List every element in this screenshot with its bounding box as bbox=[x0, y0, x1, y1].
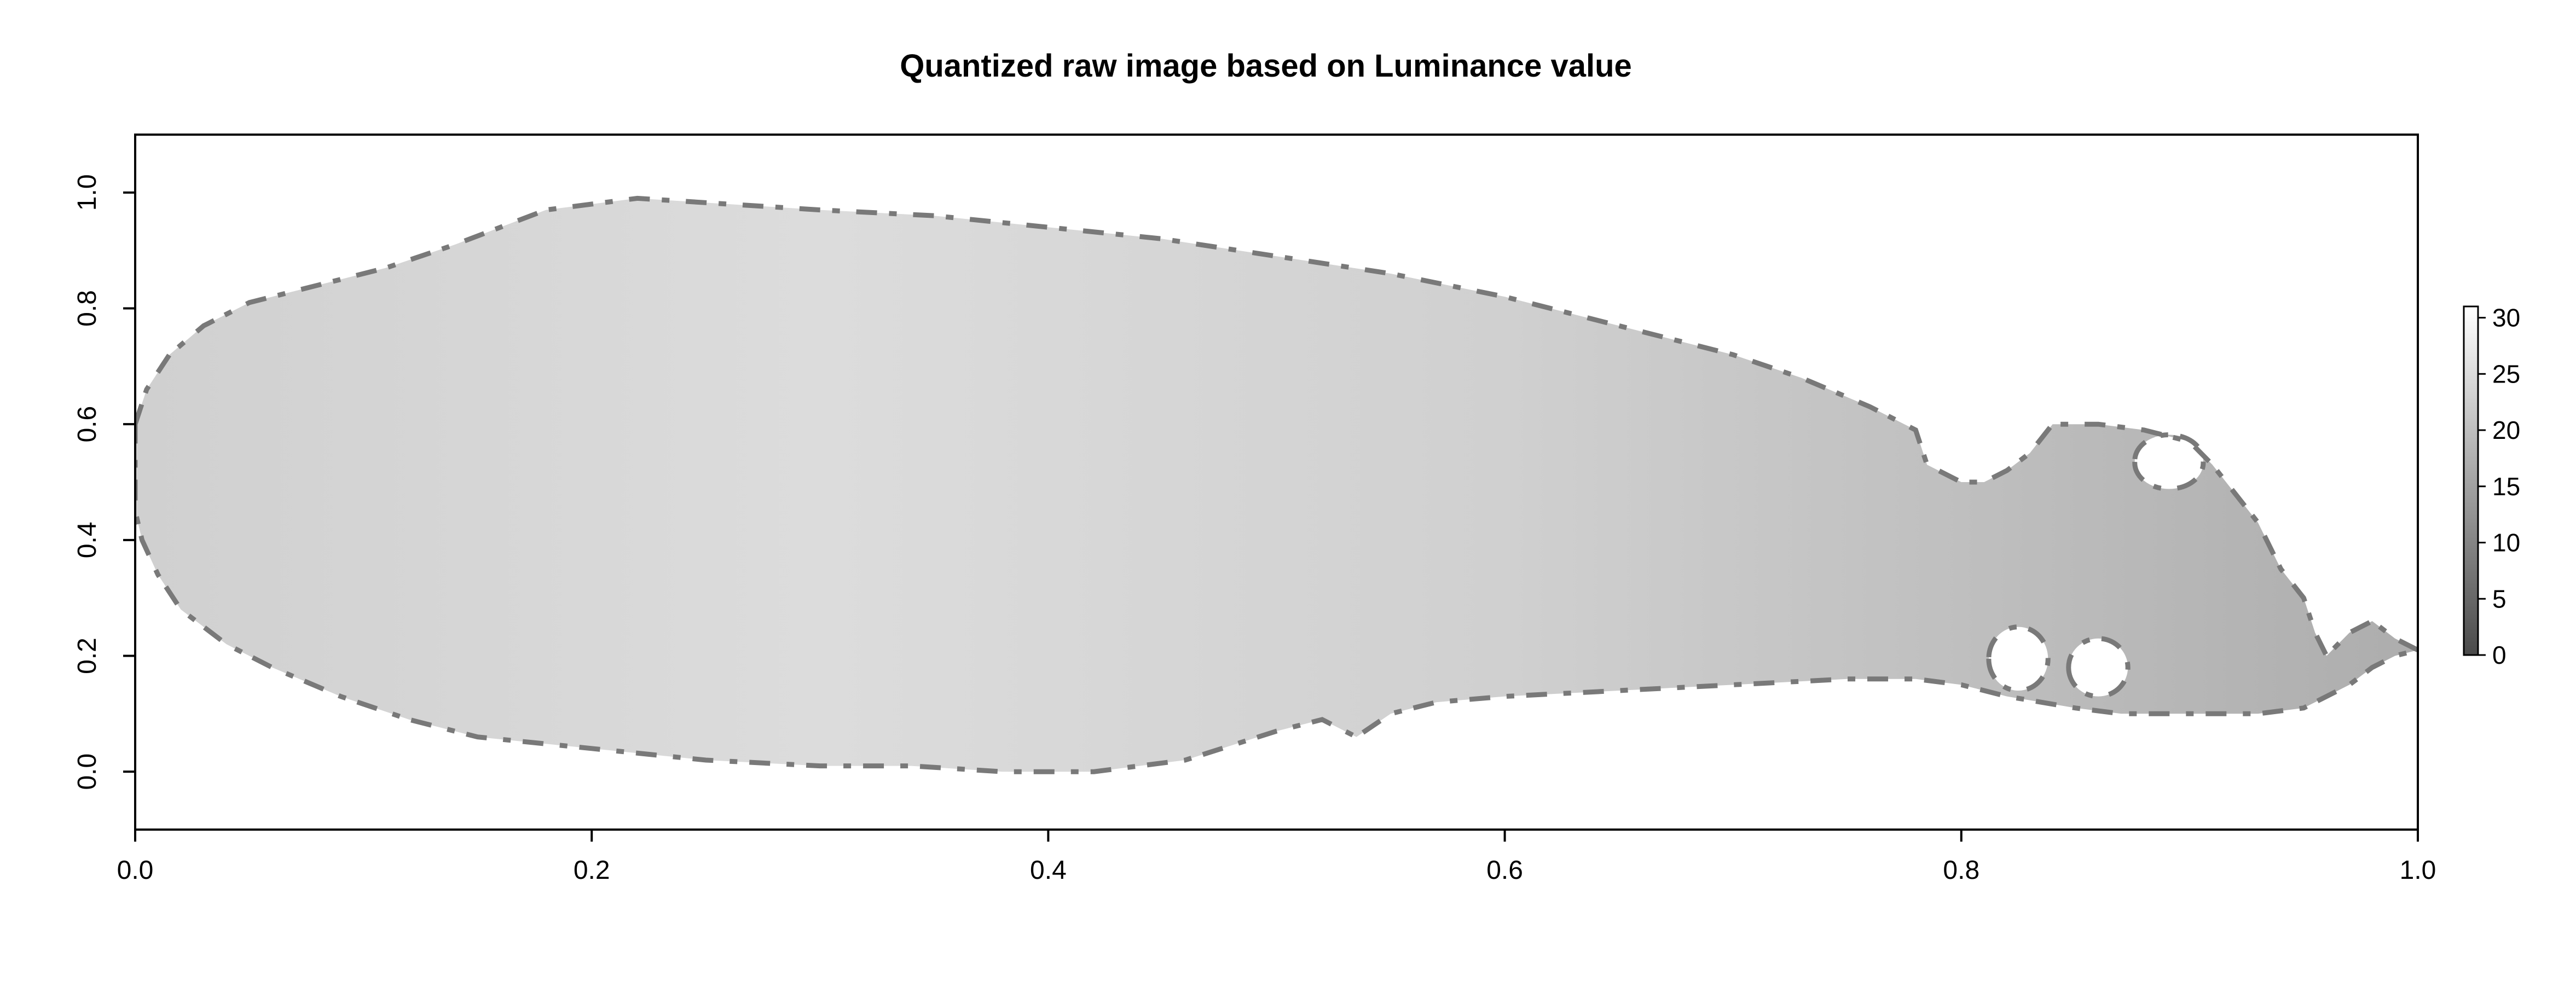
chart-title: Quantized raw image based on Luminance v… bbox=[900, 48, 1632, 84]
colorbar-tick-label: 15 bbox=[2492, 472, 2520, 501]
y-tick-label: 0.8 bbox=[73, 290, 102, 327]
y-tick-label: 0.6 bbox=[73, 406, 102, 443]
plot-frame bbox=[134, 134, 2419, 831]
x-tick-label: 0.8 bbox=[1943, 856, 1979, 885]
colorbar-tick-label: 5 bbox=[2492, 584, 2506, 613]
colorbar: 0 5 10 15 20 25 30 bbox=[2463, 304, 2520, 669]
y-tick-label: 0.0 bbox=[73, 754, 102, 790]
colorbar-ramp bbox=[2463, 305, 2479, 656]
x-tick-label: 0.4 bbox=[1030, 856, 1067, 885]
x-tick-label: 0.6 bbox=[1486, 856, 1523, 885]
y-tick-label: 1.0 bbox=[73, 174, 102, 211]
y-tick-label: 0.4 bbox=[73, 522, 102, 558]
y-axis: 0.0 0.2 0.4 0.6 0.8 1.0 bbox=[73, 174, 135, 790]
colorbar-tick-label: 10 bbox=[2492, 529, 2520, 557]
x-axis: 0.0 0.2 0.4 0.6 0.8 1.0 bbox=[117, 830, 2436, 885]
y-tick-label: 0.2 bbox=[73, 638, 102, 674]
x-tick-label: 0.2 bbox=[574, 856, 610, 885]
x-tick-label: 0.0 bbox=[117, 856, 154, 885]
colorbar-tick-label: 25 bbox=[2492, 360, 2520, 388]
colorbar-tick-label: 30 bbox=[2492, 304, 2520, 332]
colorbar-tick-label: 0 bbox=[2492, 641, 2506, 669]
x-tick-label: 1.0 bbox=[2400, 856, 2436, 885]
colorbar-tick-label: 20 bbox=[2492, 416, 2520, 444]
image-shape bbox=[135, 195, 2418, 774]
